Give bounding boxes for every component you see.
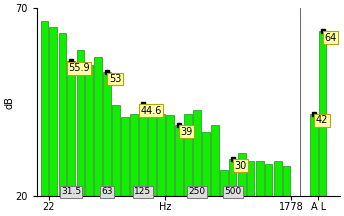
- Bar: [229, 159, 236, 196]
- Text: 500: 500: [224, 187, 241, 196]
- Bar: [184, 114, 192, 196]
- Bar: [157, 114, 164, 196]
- Text: 42: 42: [316, 115, 328, 125]
- Text: 63: 63: [101, 187, 112, 196]
- Text: 55.9: 55.9: [68, 63, 90, 73]
- Bar: [202, 132, 210, 196]
- Bar: [256, 160, 264, 196]
- Bar: [139, 104, 147, 196]
- Bar: [175, 125, 183, 196]
- Bar: [319, 31, 326, 196]
- Bar: [193, 110, 201, 196]
- Bar: [238, 153, 246, 196]
- Bar: [283, 166, 290, 196]
- Bar: [121, 117, 129, 196]
- Bar: [67, 61, 75, 196]
- Text: 53: 53: [109, 74, 121, 84]
- Bar: [310, 114, 318, 196]
- Bar: [220, 170, 228, 196]
- Text: 250: 250: [188, 187, 205, 196]
- Bar: [41, 21, 48, 196]
- Y-axis label: dB: dB: [4, 96, 14, 109]
- Bar: [103, 72, 111, 196]
- Bar: [95, 57, 102, 196]
- Bar: [112, 105, 120, 196]
- Text: 64: 64: [324, 33, 337, 43]
- Bar: [58, 33, 66, 196]
- Bar: [265, 164, 272, 196]
- Text: 125: 125: [134, 187, 151, 196]
- Bar: [76, 49, 84, 196]
- Bar: [211, 125, 218, 196]
- Bar: [166, 115, 174, 196]
- Bar: [49, 27, 57, 196]
- Text: 31.5: 31.5: [61, 187, 81, 196]
- Bar: [85, 65, 93, 196]
- Bar: [148, 108, 156, 196]
- Text: 44.6: 44.6: [140, 106, 162, 116]
- Bar: [274, 160, 282, 196]
- Text: 39: 39: [181, 127, 193, 137]
- Text: 30: 30: [235, 160, 247, 171]
- Bar: [247, 160, 255, 196]
- Bar: [130, 114, 138, 196]
